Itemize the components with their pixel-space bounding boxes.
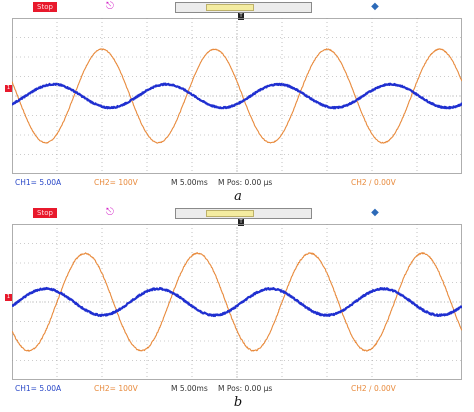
timebase-readout: M 5.00ms [171,384,208,393]
trigger-icon: ⎋ [106,207,114,218]
ch1-trace [12,286,462,318]
waveform-traces [12,48,462,144]
main-position-readout: M Pos: 0.00 µs [218,384,273,393]
timebase-readout: M 5.00ms [171,178,208,187]
ch2-trace [12,252,462,352]
waveform-plot-b [12,224,462,380]
waveform-traces [12,252,462,352]
graticule-grid [12,224,462,380]
trigger-level-readout: CH2 ∕ 0.00V [351,384,396,393]
readout-bar: CH1= 5.00A CH2= 100V M 5.00ms M Pos: 0.0… [5,176,469,189]
ch2-scale-readout: CH2= 100V [94,178,138,187]
panel-label-a: a [234,189,242,204]
readout-bar: CH1= 5.00A CH2= 100V M 5.00ms M Pos: 0.0… [5,382,469,395]
graticule-grid [12,18,462,174]
channel-ground-icon: 1 [5,85,12,92]
record-memory-bar [175,2,312,13]
trigger-icon: ⎋ [106,1,114,12]
ch2-scale-readout: CH2= 100V [94,384,138,393]
panel-label-b: b [233,395,243,410]
trigger-position-icon: T [238,13,244,20]
ch1-scale-readout: CH1= 5.00A [15,384,62,393]
trigger-position-icon: T [238,219,244,226]
stop-status-badge: Stop [33,2,57,12]
top-status-bar: Stop ⎋ ◆ [5,206,469,220]
waveform-plot-a [12,18,462,174]
ch1-scale-readout: CH1= 5.00A [15,178,62,187]
stop-status-badge: Stop [33,208,57,218]
top-status-bar: Stop ⎋ ◆ [5,0,469,14]
record-memory-bar [175,208,312,219]
main-position-readout: M Pos: 0.00 µs [218,178,273,187]
usb-icon: ◆ [371,1,379,12]
usb-icon: ◆ [371,207,379,218]
channel-ground-icon: 1 [5,294,12,301]
record-memory-window [206,4,254,11]
ch2-trace [12,48,462,144]
trigger-level-readout: CH2 ∕ 0.00V [351,178,396,187]
ch1-trace [12,82,462,110]
record-memory-window [206,210,254,217]
